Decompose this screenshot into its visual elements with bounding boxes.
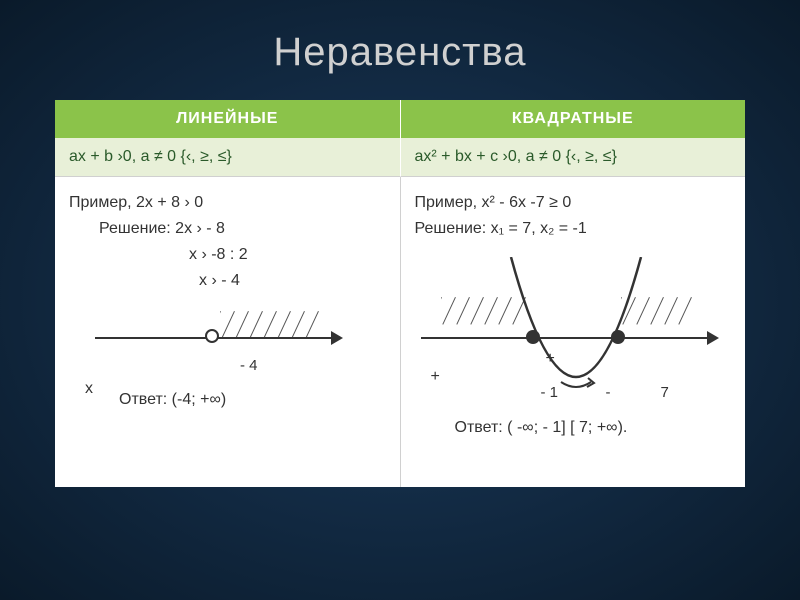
number-line-diagram: - 4 x bbox=[85, 307, 365, 377]
linear-example: Пример, 2x + 8 › 0 bbox=[69, 191, 386, 215]
formula-quadratic: ax² + bx + c ›0, a ≠ 0 {‹, ≥, ≤} bbox=[401, 138, 746, 177]
parabola-curve bbox=[411, 257, 731, 407]
content-row: Пример, 2x + 8 › 0 Решение: 2x › - 8 x ›… bbox=[55, 177, 745, 487]
dash-label: - bbox=[606, 382, 611, 405]
closed-point-1-icon bbox=[526, 330, 540, 344]
header-quadratic: КВАДРАТНЫЕ bbox=[401, 100, 746, 138]
formula-linear: ax + b ›0, a ≠ 0 {‹, ≥, ≤} bbox=[55, 138, 401, 177]
quadratic-answer: Ответ: ( -∞; - 1] [ 7; +∞). bbox=[455, 416, 732, 440]
plus-sign-2: + bbox=[431, 365, 440, 389]
linear-solution: Решение: 2x › - 8 bbox=[99, 217, 386, 241]
formula-row: ax + b ›0, a ≠ 0 {‹, ≥, ≤} ax² + bx + c … bbox=[55, 138, 745, 177]
linear-answer: Ответ: (-4; +∞) bbox=[119, 388, 386, 412]
header-linear: ЛИНЕЙНЫЕ bbox=[55, 100, 401, 138]
root-label-1: - 1 bbox=[541, 382, 559, 405]
hatch-region-left bbox=[220, 311, 330, 337]
closed-point-2-icon bbox=[611, 330, 625, 344]
x-axis-label: x bbox=[85, 377, 93, 401]
linear-step1: x › -8 : 2 bbox=[189, 243, 386, 267]
inequalities-table: ЛИНЕЙНЫЕ КВАДРАТНЫЕ ax + b ›0, a ≠ 0 {‹,… bbox=[55, 100, 745, 487]
parabola-diagram: + + - 1 - 7 bbox=[411, 257, 731, 417]
linear-example-cell: Пример, 2x + 8 › 0 Решение: 2x › - 8 x ›… bbox=[55, 177, 401, 487]
table-header-row: ЛИНЕЙНЫЕ КВАДРАТНЫЕ bbox=[55, 100, 745, 138]
quadratic-solution: Решение: x₁ = 7, x₂ = -1 bbox=[415, 217, 732, 241]
slide-title: Неравенства bbox=[0, 0, 800, 100]
arrow-icon bbox=[331, 331, 343, 345]
linear-step2: x › - 4 bbox=[199, 269, 386, 293]
quadratic-example: Пример, x² - 6x -7 ≥ 0 bbox=[415, 191, 732, 215]
plus-sign-1: + bbox=[546, 347, 555, 371]
root-label-2: 7 bbox=[661, 382, 669, 405]
open-point-icon bbox=[205, 329, 219, 343]
point-label: - 4 bbox=[240, 355, 258, 378]
quadratic-example-cell: Пример, x² - 6x -7 ≥ 0 Решение: x₁ = 7, … bbox=[401, 177, 746, 487]
